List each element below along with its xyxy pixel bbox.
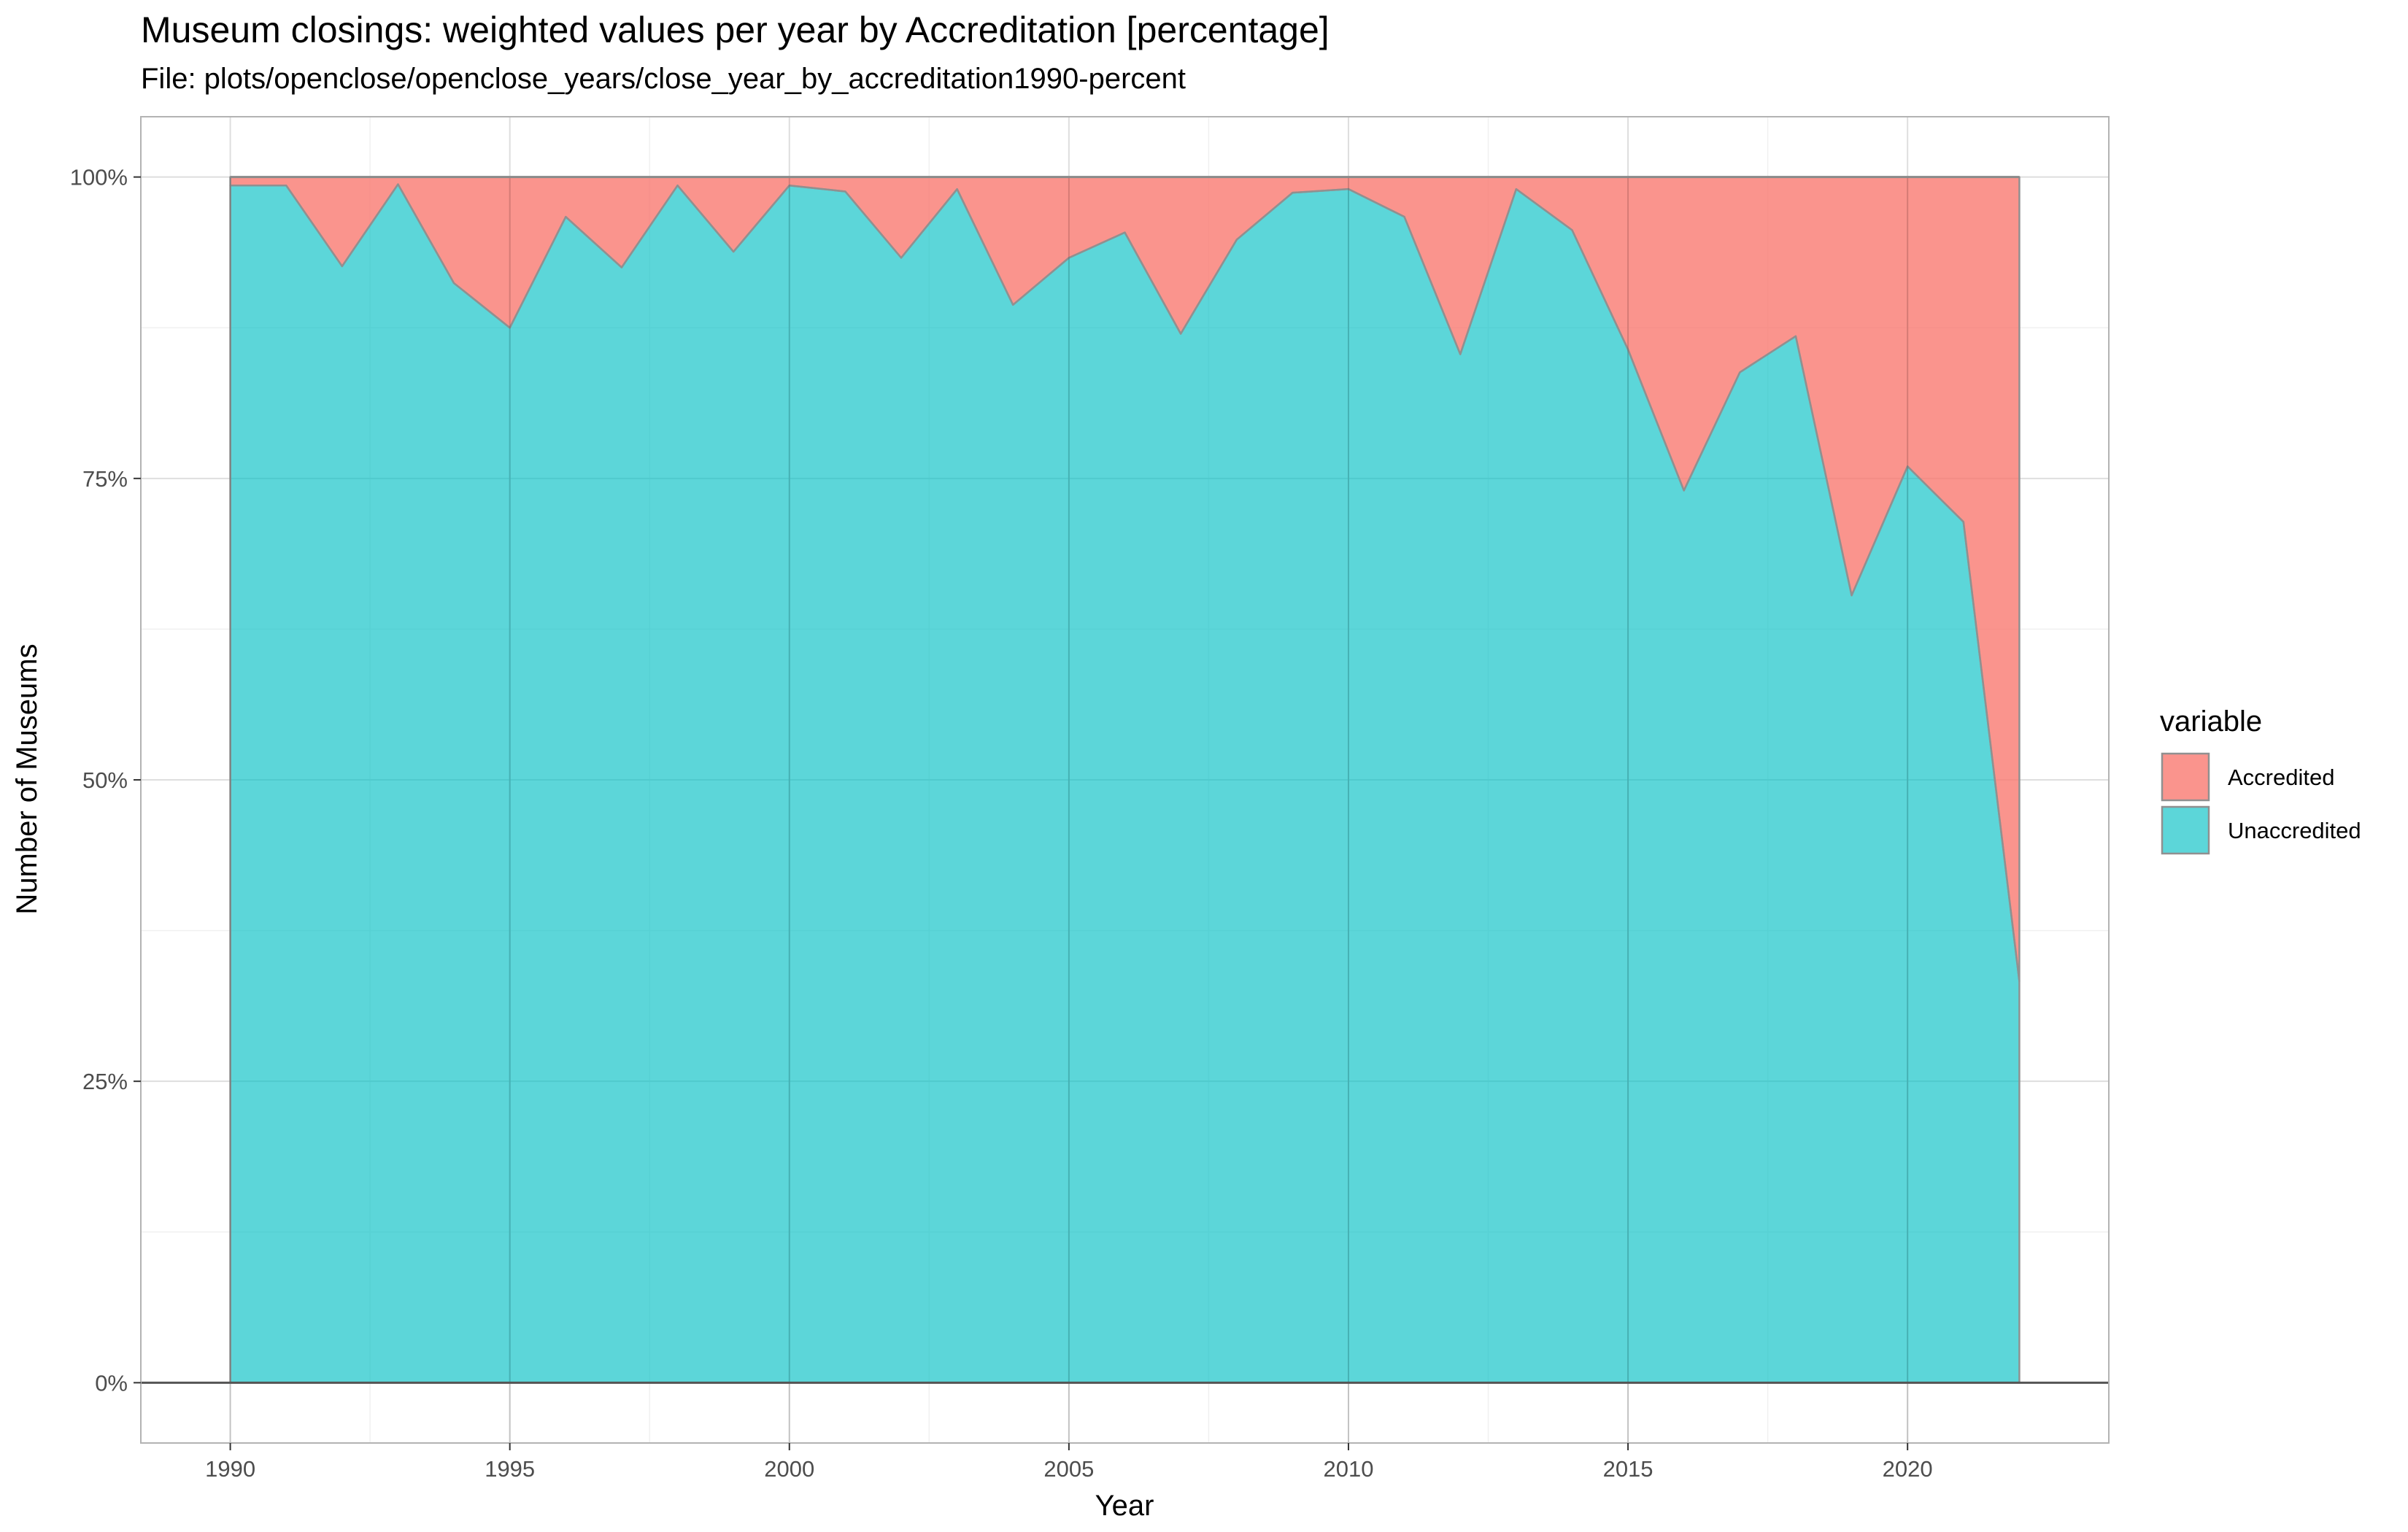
legend-label-unaccredited: Unaccredited — [2228, 818, 2361, 843]
legend-key-unaccredited — [2161, 805, 2210, 855]
legend-label-accredited: Accredited — [2228, 765, 2334, 790]
chart-title: Museum closings: weighted values per yea… — [141, 9, 1330, 50]
y-axis: 0% 25% 50% 75% 100% — [70, 165, 141, 1396]
chart-subtitle: File: plots/openclose/openclose_years/cl… — [141, 63, 1186, 95]
x-tick-label: 1990 — [205, 1456, 255, 1482]
y-tick-label: 50% — [82, 767, 128, 793]
legend-title: variable — [2160, 705, 2262, 738]
x-tick-label: 2005 — [1043, 1456, 1094, 1482]
x-tick-label: 2000 — [764, 1456, 814, 1482]
y-tick-label: 25% — [82, 1069, 128, 1094]
overlay-layer — [141, 176, 2109, 1443]
y-tick-label: 0% — [95, 1370, 128, 1396]
x-axis-title: Year — [1095, 1490, 1154, 1522]
area-layer — [229, 176, 2021, 1384]
y-axis-title: Number of Museums — [11, 643, 43, 914]
y-tick-label: 100% — [70, 165, 128, 190]
legend: variable Accredited Unaccredited — [2160, 705, 2361, 855]
x-tick-label: 2015 — [1603, 1456, 1653, 1482]
x-tick-label: 2010 — [1323, 1456, 1373, 1482]
y-tick-label: 75% — [82, 466, 128, 492]
legend-key-accredited — [2161, 752, 2210, 802]
x-tick-label: 2020 — [1883, 1456, 1933, 1482]
x-tick-label: 1995 — [485, 1456, 535, 1482]
x-axis: 1990 1995 2000 2005 2010 2015 2020 — [205, 1443, 1933, 1482]
